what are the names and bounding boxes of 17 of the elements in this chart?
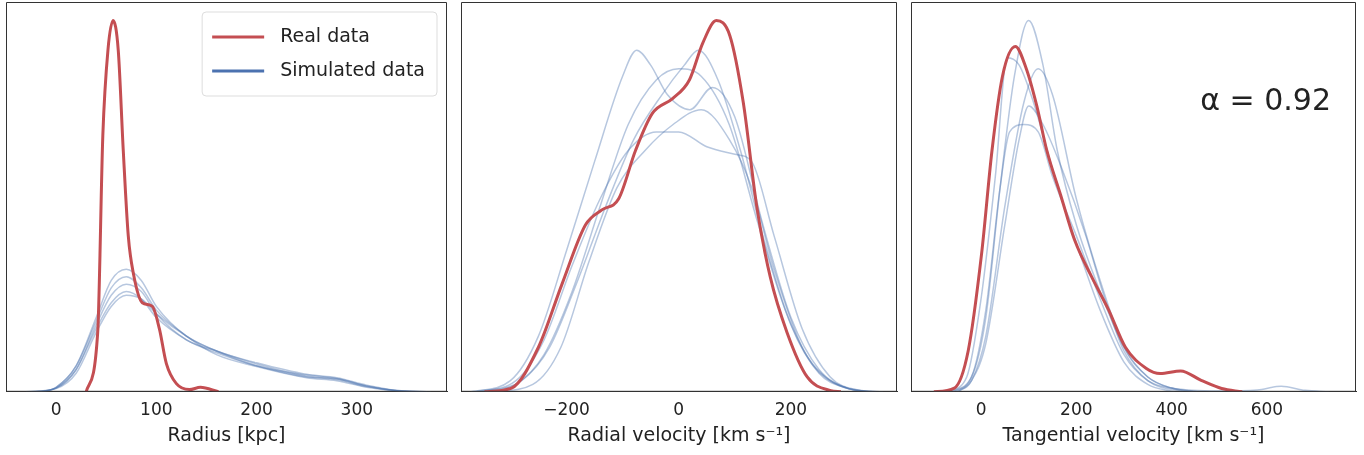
x-tick-label: 400 [1155, 399, 1188, 420]
x-axis-title: Radius [kpc] [167, 422, 286, 445]
x-tick-label: −200 [543, 399, 590, 420]
legend-label: Real data [280, 23, 370, 46]
x-tick-label: 300 [340, 399, 374, 420]
x-tick-label: 200 [1060, 399, 1093, 420]
x-tick-label: 0 [50, 399, 62, 420]
legend-label: Simulated data [280, 57, 426, 80]
x-axis-title: Radial velocity [km s⁻¹] [567, 422, 791, 445]
x-tick-label: 600 [1250, 399, 1284, 420]
x-tick-label: 0 [975, 399, 987, 420]
x-tick-label: 200 [240, 399, 273, 420]
x-tick-label: 0 [673, 399, 685, 420]
x-tick-label: 100 [140, 399, 173, 420]
x-axis-title: Tangential velocity [km s⁻¹] [1001, 422, 1265, 445]
annotation: α = 0.92 [1200, 81, 1331, 117]
x-tick-label: 200 [774, 399, 808, 420]
